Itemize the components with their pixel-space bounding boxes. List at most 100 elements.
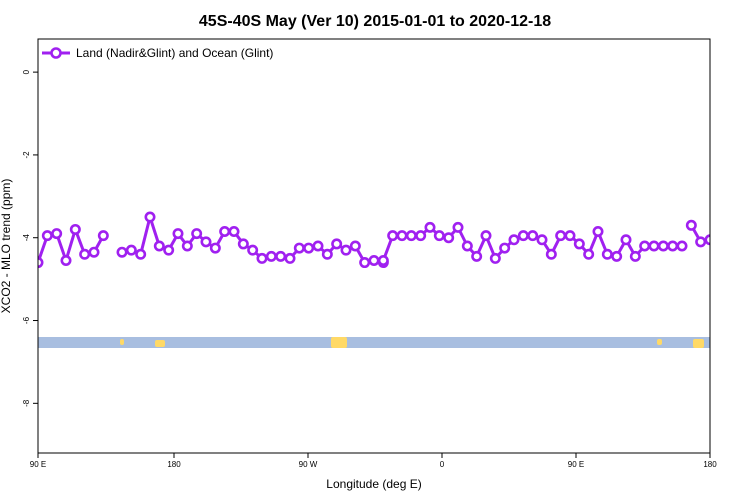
data-point [471, 250, 483, 262]
data-point [527, 230, 539, 242]
legend-marker-swatch [50, 47, 62, 59]
data-point [667, 240, 679, 252]
data-point [38, 257, 44, 269]
map-strip-land [657, 339, 662, 345]
data-point [340, 244, 352, 256]
map-strip-ocean [38, 337, 710, 348]
data-point [312, 240, 324, 252]
y-tick-label: -2 [22, 151, 31, 159]
data-point [480, 230, 492, 242]
data-point [648, 240, 660, 252]
data-point [135, 248, 147, 260]
plot-frame [37, 38, 711, 454]
data-point [629, 250, 641, 262]
data-point [461, 240, 473, 252]
map-strip-land [693, 339, 704, 348]
x-axis-label: Longitude (deg E) [326, 477, 421, 491]
data-point [377, 254, 389, 266]
data-point [69, 223, 81, 235]
data-point [303, 242, 315, 254]
x-axis: 90 E 180 90 W 0 90 E 180 [30, 453, 717, 469]
legend-entry-label: Land (Nadir&Glint) and Ocean (Glint) [76, 46, 273, 60]
y-tick-label: -4 [22, 234, 31, 242]
data-point [144, 211, 156, 223]
x-tick-label: 180 [167, 460, 181, 469]
data-point [321, 248, 333, 260]
data-point [331, 238, 343, 250]
data-point [685, 219, 697, 231]
data-point [88, 246, 100, 258]
data-point [219, 226, 231, 238]
data-point [387, 230, 399, 242]
data-point [573, 238, 585, 250]
data-point [639, 240, 651, 252]
x-tick-label: 90 W [299, 460, 318, 469]
data-point [743, 229, 750, 237]
x-tick-label: 90 E [568, 460, 584, 469]
data-point [116, 246, 128, 258]
data-point [489, 252, 501, 264]
data-point [508, 234, 520, 246]
y-axis-label: XCO2 - MLO trend (ppm) [0, 179, 13, 314]
data-point [676, 240, 688, 252]
data-point [657, 240, 669, 252]
data-point [517, 230, 529, 242]
data-point [228, 226, 240, 238]
plot-area [38, 211, 750, 348]
map-strip-land [120, 339, 124, 345]
data-point [349, 240, 361, 252]
data-point [545, 248, 557, 260]
data-point [51, 228, 63, 240]
data-point [536, 234, 548, 246]
data-point [715, 231, 723, 239]
data-point [499, 242, 511, 254]
y-axis: 0 -2 -4 -6 -8 [22, 69, 38, 407]
data-point [97, 230, 109, 242]
data-point [209, 242, 221, 254]
series-line [121, 215, 384, 265]
chart-title: 45S-40S May (Ver 10) 2015-01-01 to 2020-… [199, 13, 551, 30]
data-point [415, 230, 427, 242]
x-tick-label: 0 [440, 460, 445, 469]
data-point [424, 221, 436, 233]
data-point [247, 244, 259, 256]
data-point [405, 230, 417, 242]
y-tick-label: 0 [22, 69, 31, 74]
series-group [38, 211, 750, 269]
data-point [60, 254, 72, 266]
data-point [611, 250, 623, 262]
data-point [275, 250, 287, 262]
x-tick-label: 180 [703, 460, 717, 469]
data-point [734, 231, 742, 239]
data-point [443, 232, 455, 244]
data-point [200, 236, 212, 248]
legend: Land (Nadir&Glint) and Ocean (Glint) [42, 46, 273, 60]
y-tick-label: -8 [22, 399, 31, 407]
data-point [153, 240, 165, 252]
data-point [172, 228, 184, 240]
data-point [433, 230, 445, 242]
data-point [293, 242, 305, 254]
x-tick-label: 90 E [30, 460, 46, 469]
data-point [191, 228, 203, 240]
data-point [620, 234, 632, 246]
data-point [695, 236, 707, 248]
y-tick-label: -6 [22, 316, 31, 324]
data-point [41, 230, 53, 242]
data-point [163, 244, 175, 256]
data-point [564, 230, 576, 242]
data-point [181, 240, 193, 252]
data-point [359, 257, 371, 269]
data-point [601, 248, 613, 260]
data-point [79, 248, 91, 260]
data-point [368, 254, 380, 266]
data-point [452, 221, 464, 233]
data-point [555, 230, 567, 242]
data-point [284, 252, 296, 264]
data-point [265, 250, 277, 262]
map-strip-land [155, 340, 165, 347]
data-point [583, 248, 595, 260]
data-point [592, 226, 604, 238]
data-point [125, 244, 137, 256]
